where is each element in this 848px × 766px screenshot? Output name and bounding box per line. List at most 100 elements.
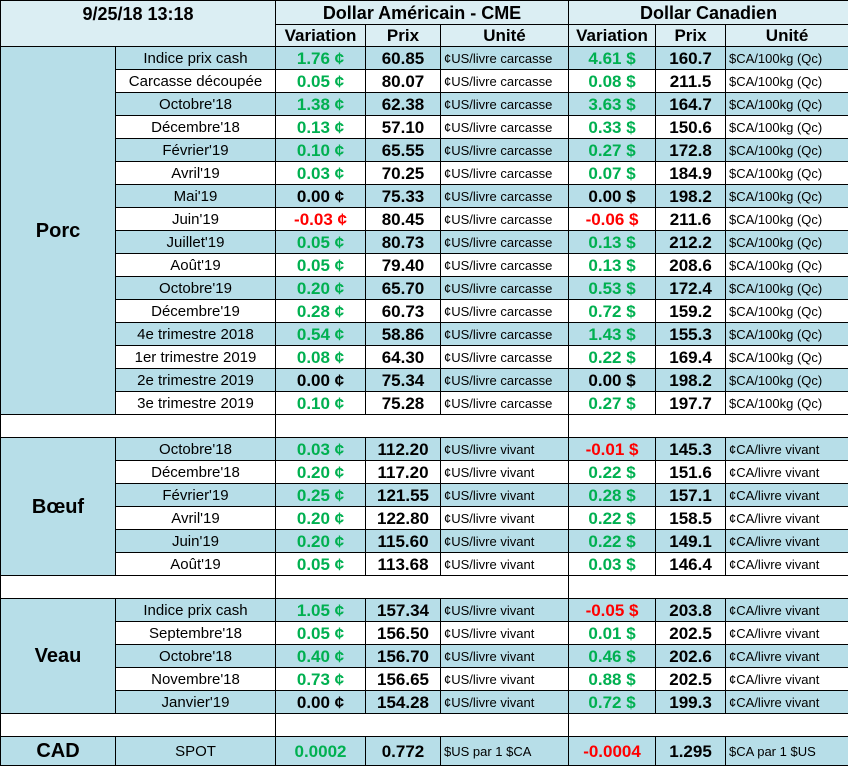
variation-usd: 0.08 ¢ (276, 346, 366, 369)
price-cad: 157.1 (656, 484, 726, 507)
variation-cad: 0.27 $ (569, 139, 656, 162)
price-usd: 75.34 (366, 369, 441, 392)
variation-usd: 0.20 ¢ (276, 461, 366, 484)
row-label: Carcasse découpée (116, 70, 276, 93)
variation-cad: 0.00 $ (569, 185, 656, 208)
unit-cad: $CA/100kg (Qc) (726, 162, 848, 185)
variation-usd: 0.20 ¢ (276, 277, 366, 300)
unit-usd: ¢US/livre carcasse (441, 185, 569, 208)
unit-cad: ¢CA/livre vivant (726, 530, 848, 553)
section-name: Porc (1, 47, 116, 415)
column-header: Unité (441, 25, 569, 47)
price-cad: 211.5 (656, 70, 726, 93)
separator-cell (1, 415, 276, 438)
price-usd: 65.70 (366, 277, 441, 300)
price-cad: 198.2 (656, 369, 726, 392)
unit-cad: $CA/100kg (Qc) (726, 47, 848, 70)
price-cad: 160.7 (656, 47, 726, 70)
row-label: Octobre'18 (116, 93, 276, 116)
variation-usd: 1.05 ¢ (276, 599, 366, 622)
price-cad: 208.6 (656, 254, 726, 277)
price-usd: 79.40 (366, 254, 441, 277)
price-usd: 113.68 (366, 553, 441, 576)
unit-usd: ¢US/livre vivant (441, 438, 569, 461)
variation-cad: 0.28 $ (569, 484, 656, 507)
price-usd: 156.70 (366, 645, 441, 668)
unit-cad: $CA/100kg (Qc) (726, 185, 848, 208)
price-usd: 60.85 (366, 47, 441, 70)
price-usd: 156.65 (366, 668, 441, 691)
price-usd: 156.50 (366, 622, 441, 645)
variation-usd: 0.00 ¢ (276, 369, 366, 392)
unit-usd: $US par 1 $CA (441, 737, 569, 766)
column-header: Prix (656, 25, 726, 47)
variation-usd: 0.28 ¢ (276, 300, 366, 323)
price-usd: 57.10 (366, 116, 441, 139)
timestamp: 9/25/18 13:18 (1, 1, 276, 47)
unit-usd: ¢US/livre carcasse (441, 369, 569, 392)
unit-usd: ¢US/livre carcasse (441, 208, 569, 231)
variation-cad: 0.22 $ (569, 346, 656, 369)
price-usd: 154.28 (366, 691, 441, 714)
row-label: Octobre'19 (116, 277, 276, 300)
variation-cad: 0.03 $ (569, 553, 656, 576)
unit-cad: ¢CA/livre vivant (726, 691, 848, 714)
row-label: Décembre'19 (116, 300, 276, 323)
price-usd: 80.07 (366, 70, 441, 93)
separator-cell (276, 714, 569, 737)
unit-cad: ¢CA/livre vivant (726, 668, 848, 691)
unit-usd: ¢US/livre vivant (441, 622, 569, 645)
unit-usd: ¢US/livre carcasse (441, 162, 569, 185)
separator-cell (276, 576, 569, 599)
unit-usd: ¢US/livre carcasse (441, 323, 569, 346)
price-usd: 64.30 (366, 346, 441, 369)
separator-cell (1, 576, 276, 599)
variation-cad: 0.13 $ (569, 254, 656, 277)
unit-cad: $CA/100kg (Qc) (726, 116, 848, 139)
price-cad: 211.6 (656, 208, 726, 231)
unit-cad: $CA/100kg (Qc) (726, 277, 848, 300)
variation-cad: 0.72 $ (569, 300, 656, 323)
unit-cad: ¢CA/livre vivant (726, 599, 848, 622)
price-cad: 169.4 (656, 346, 726, 369)
variation-usd: 0.20 ¢ (276, 507, 366, 530)
unit-usd: ¢US/livre carcasse (441, 70, 569, 93)
price-cad: 151.6 (656, 461, 726, 484)
section-name: Veau (1, 599, 116, 714)
row-label: Indice prix cash (116, 599, 276, 622)
variation-cad: 0.22 $ (569, 507, 656, 530)
row-label: SPOT (116, 737, 276, 766)
price-usd: 115.60 (366, 530, 441, 553)
price-usd: 122.80 (366, 507, 441, 530)
variation-cad: -0.06 $ (569, 208, 656, 231)
section-name: CAD (1, 737, 116, 766)
unit-usd: ¢US/livre carcasse (441, 300, 569, 323)
separator-cell (569, 576, 848, 599)
variation-cad: 3.63 $ (569, 93, 656, 116)
row-label: 4e trimestre 2018 (116, 323, 276, 346)
unit-cad: $CA/100kg (Qc) (726, 70, 848, 93)
unit-usd: ¢US/livre vivant (441, 461, 569, 484)
row-label: Décembre'18 (116, 116, 276, 139)
separator-row (1, 576, 848, 599)
price-cad: 202.5 (656, 668, 726, 691)
variation-usd: 0.05 ¢ (276, 553, 366, 576)
variation-cad: 0.01 $ (569, 622, 656, 645)
variation-cad: -0.05 $ (569, 599, 656, 622)
price-usd: 80.73 (366, 231, 441, 254)
variation-usd: 0.0002 (276, 737, 366, 766)
row-label: Août'19 (116, 553, 276, 576)
